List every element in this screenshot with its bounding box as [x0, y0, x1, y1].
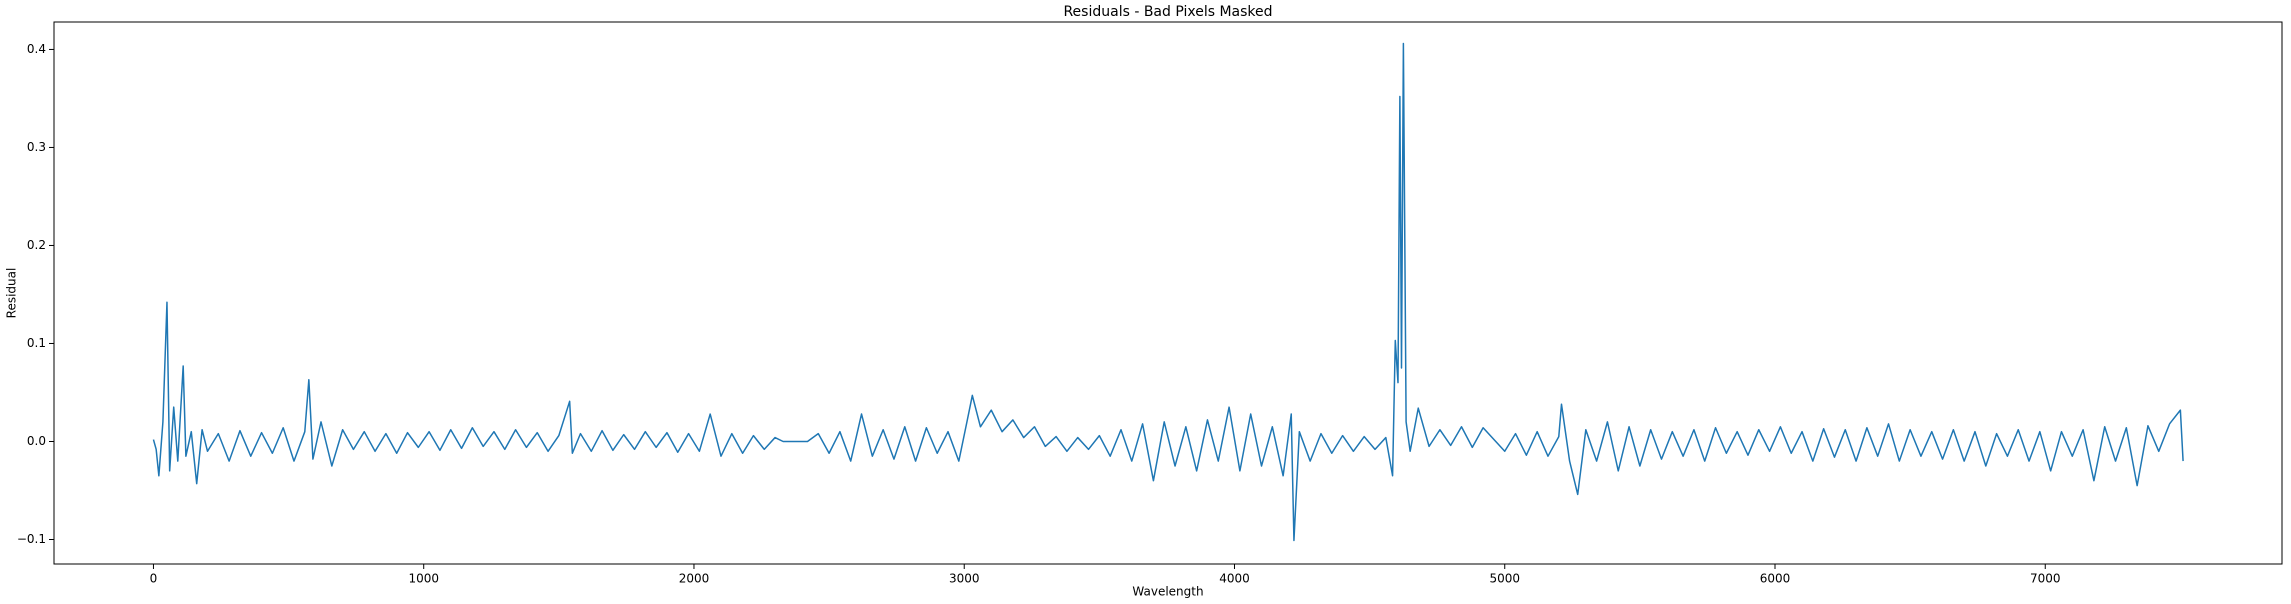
x-tick-label: 5000 [1489, 572, 1520, 586]
y-tick-label: 0.0 [27, 434, 46, 448]
plot-frame [53, 21, 2283, 565]
y-tick-label: 0.2 [27, 238, 46, 252]
x-axis-label: Wavelength [1132, 585, 1203, 599]
chart-title: Residuals - Bad Pixels Masked [1063, 4, 1272, 20]
x-tick-label: 0 [150, 572, 158, 586]
x-tick-label: 4000 [1219, 572, 1250, 586]
data-line [152, 42, 2184, 542]
y-tick-label: 0.3 [27, 140, 46, 154]
y-tick-label: 0.4 [27, 42, 46, 56]
x-tick-label: 2000 [679, 572, 710, 586]
x-tick-label: 6000 [1760, 572, 1791, 586]
x-tick-label: 7000 [2030, 572, 2061, 586]
x-tick-label: 1000 [408, 572, 439, 586]
y-tick-label: 0.1 [27, 336, 46, 350]
y-tick-label: −0.1 [17, 532, 46, 546]
x-tick-label: 3000 [949, 572, 980, 586]
y-axis-label: Residual [5, 268, 19, 319]
